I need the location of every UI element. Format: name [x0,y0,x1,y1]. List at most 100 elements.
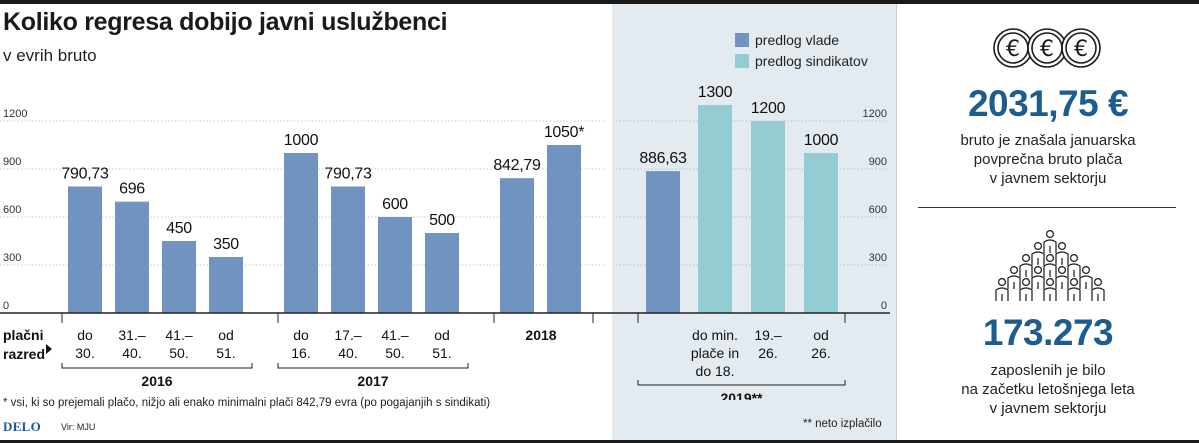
category-label: 51. [432,345,451,361]
y-tick-label-right: 1200 [863,108,887,120]
bar-value-label: 790,73 [61,165,109,182]
category-label: 50. [385,345,404,361]
legend-swatch-gov [735,33,749,47]
group-bracket [277,363,469,369]
y-tick-label: 600 [3,204,21,216]
category-label: 51. [216,345,235,361]
person-icon [1031,265,1045,289]
bar-value-label: 790,73 [324,165,372,182]
row-label: razred [3,346,45,362]
person-icon [1019,277,1033,301]
category-label: 17.– [334,327,361,343]
person-icon [1007,265,1021,289]
bar-value-label: 1200 [751,100,786,117]
caption-line: na začetku letošnjega leta [961,381,1135,398]
svg-text:€: € [1074,37,1088,62]
net-payment-note: ** neto izplačilo [803,418,882,430]
y-tick-label: 1200 [3,108,27,120]
bar-value-label: 842,79 [493,157,541,174]
category-label: od [218,327,234,343]
category-label: do [77,327,93,343]
chart-title: Koliko regresa dobijo javni uslužbenci [3,8,448,36]
bar-value-label: 500 [429,212,455,229]
category-label: 26. [811,345,830,361]
legend-label-gov: predlog vlade [755,32,840,48]
person-icon [1079,265,1093,289]
group-label: 2016 [141,373,172,389]
category-label: 50. [169,345,188,361]
category-label: do [293,327,309,343]
person-icon [1091,277,1105,301]
person-icon [1043,229,1057,253]
bar-value-label: 696 [119,181,145,198]
category-label: 31.– [118,327,145,343]
bar [162,241,196,313]
bar-value-label: 1050* [544,124,584,141]
category-label: od [434,327,450,343]
bar [646,171,680,313]
caption-line: v javnem sektorju [989,400,1107,417]
legend-swatch-unions [735,54,749,68]
y-tick-label-right: 0 [881,300,887,312]
bar [115,201,149,313]
caption-line: bruto je znašala januarska [960,132,1136,149]
bar-value-label: 350 [213,236,239,253]
category-label: 16. [291,345,310,361]
person-icon [1043,254,1057,277]
category-label: od [813,327,829,343]
average-salary-value: 2031,75 € [967,83,1129,124]
caption-line: povprečna bruto plača [973,151,1123,168]
person-icon [995,277,1009,301]
y-tick-label-right: 600 [869,204,887,216]
category-label: 30. [75,345,94,361]
bar-value-label: 1000 [804,132,839,149]
delo-logo: DELO [3,419,42,434]
person-icon [1067,277,1081,301]
person-icon [1019,254,1033,277]
y-tick-label: 300 [3,252,21,264]
bar [804,153,838,313]
legend-item-unions: predlog sindikatov [735,53,868,69]
people-icon [995,229,1105,301]
category-label: 41.– [165,327,192,343]
svg-text:€: € [1040,37,1054,62]
svg-text:€: € [1006,37,1020,62]
chart-subtitle: v evrih bruto [3,46,97,65]
category-label: 26. [758,345,777,361]
bar [698,105,732,313]
group-label: 2019** [720,390,763,400]
category-label: do 18. [696,363,735,379]
category-label: 41.– [381,327,408,343]
top-rule [0,0,1199,4]
row-arrow-icon [46,344,52,354]
sidebar-divider [896,4,897,440]
person-icon [1031,242,1045,265]
category-label: do min. [692,327,738,343]
bar [209,257,243,313]
sidebar-separator [918,207,1176,208]
bar-chart: 0 0 300 300 600 600 900 900 1200 1200 790,73 696 450… [0,84,890,400]
bar [425,233,459,313]
bar-value-label: 450 [166,220,192,237]
y-tick-label-right: 900 [869,156,887,168]
legend-label-unions: predlog sindikatov [755,53,868,69]
category-label: 19.– [754,327,781,343]
bar [378,217,412,313]
bar-value-label: 600 [382,196,408,213]
y-tick-label: 900 [3,156,21,168]
bar [68,186,102,313]
person-icon [1055,265,1069,289]
category-label: plače in [691,345,739,361]
caption-line: zaposlenih je bilo [990,362,1106,379]
group-bracket [61,363,253,369]
person-icon [1067,254,1081,277]
bottom-rule [0,440,1199,443]
euro-coins-icon: € € € [993,28,1101,68]
bar-value-label: 1000 [284,132,319,149]
bar [547,145,581,313]
employees-value: 173.273 [982,312,1114,353]
bar [500,178,534,313]
bar-value-label: 1300 [698,84,733,101]
employees-caption: zaposlenih je bilo na začetku letošnjega… [897,361,1199,418]
person-icon [1043,277,1057,301]
